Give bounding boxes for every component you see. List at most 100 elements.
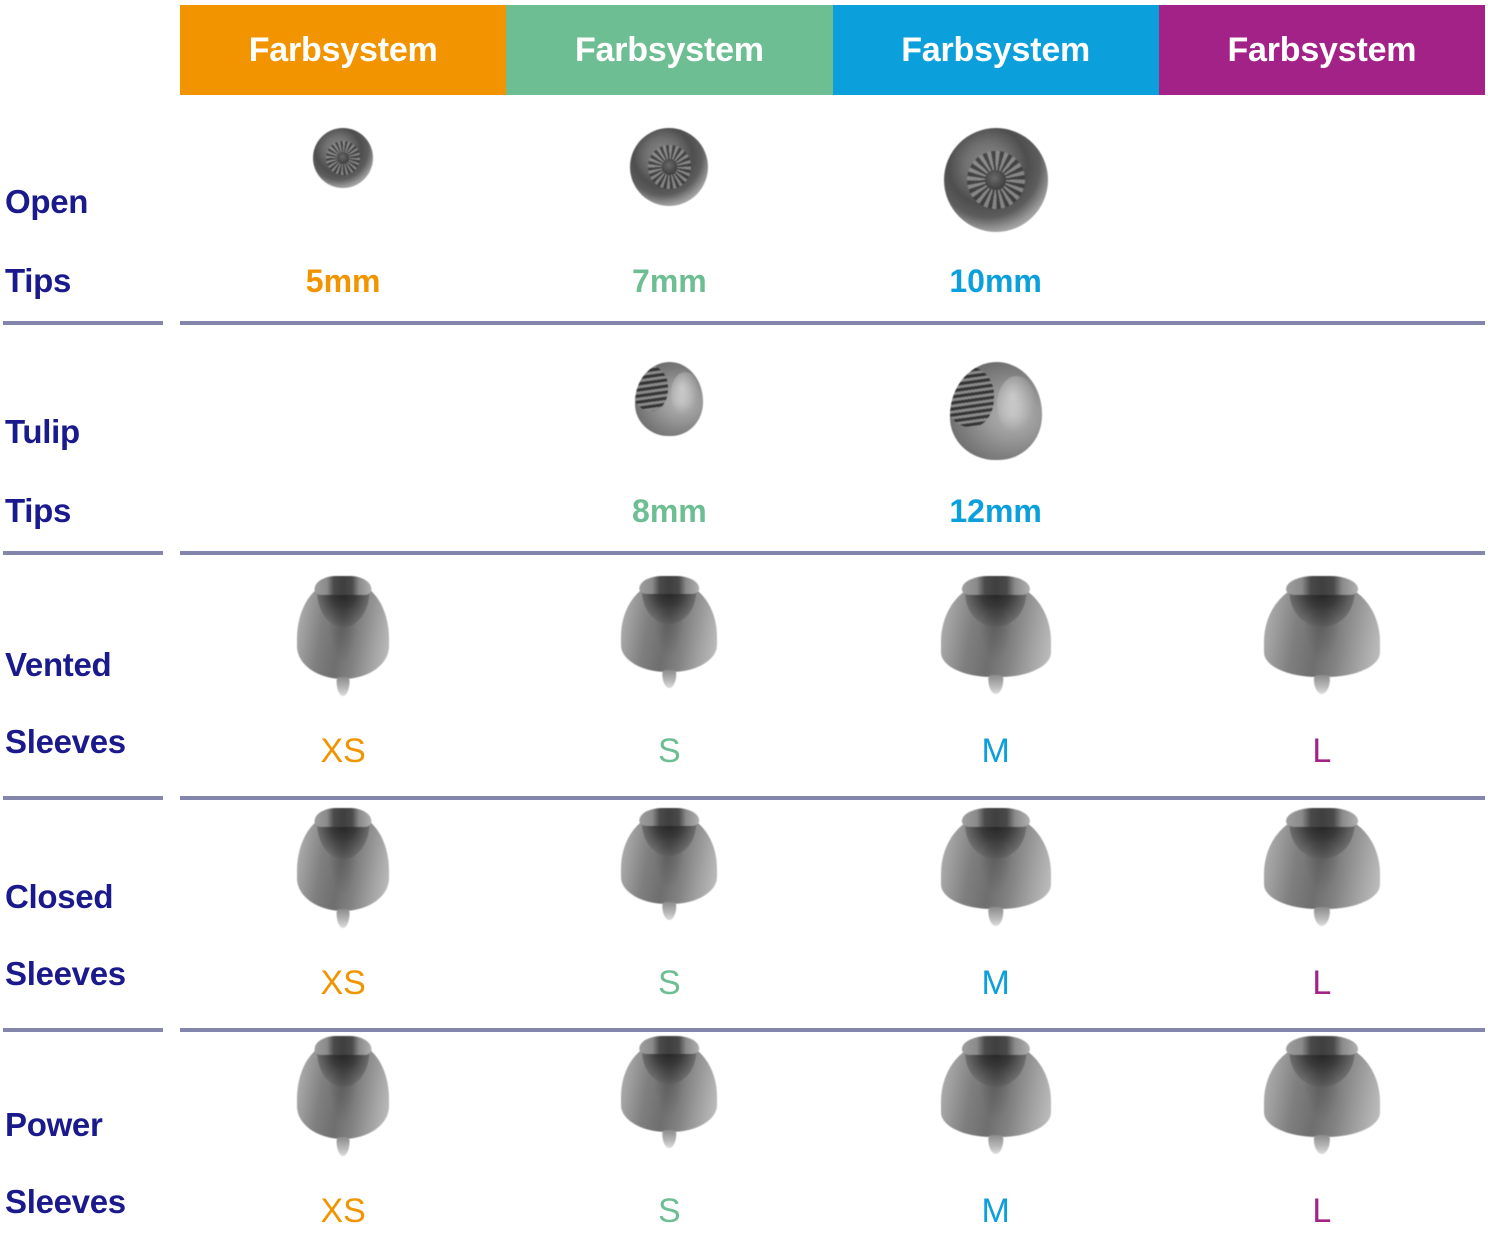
sleeve-photo: [621, 1036, 718, 1148]
sleeve-collar: [639, 576, 700, 594]
sleeve-bell: [621, 814, 718, 905]
sleeve-stalk: [1313, 675, 1330, 694]
cell-product-image: [297, 808, 390, 928]
cell-size-label: S: [658, 1192, 681, 1230]
cell-size-label: 7mm: [632, 263, 707, 299]
cell-size-label: M: [981, 732, 1010, 770]
cell-closed-sleeves-col2[interactable]: S: [506, 800, 832, 1032]
cell-product-image: [940, 1036, 1051, 1154]
sleeve-collar: [639, 808, 700, 826]
sleeve-bell: [1263, 1043, 1380, 1138]
row-body: Open Tips 5mm 7mm 10mm: [0, 110, 1488, 325]
sleeve-photo: [297, 1036, 390, 1156]
cell-size-label: 5mm: [305, 263, 381, 299]
open-tip-photo: [313, 128, 374, 188]
cell-power-sleeves-col3[interactable]: M: [833, 1028, 1159, 1233]
cell-power-sleeves-col2[interactable]: S: [506, 1028, 832, 1233]
sleeve-photo: [1263, 576, 1380, 694]
sleeve-stalk: [1313, 1135, 1330, 1154]
cell-product-image: [1263, 808, 1380, 926]
row-label-power-sleeves: Power Sleeves: [5, 1028, 175, 1233]
cell-tulip-tips-col1[interactable]: [180, 340, 506, 555]
cell-tulip-tips-col3[interactable]: 12mm: [833, 340, 1159, 555]
row-label-tulip-tips: Tulip Tips: [5, 340, 175, 555]
row-body: Power Sleeves XS S M L: [0, 1028, 1488, 1233]
sleeve-collar: [314, 1036, 372, 1056]
row-divider-right: [180, 1028, 1485, 1032]
header-cell-orange: Farbsystem: [180, 5, 507, 95]
row-body: Vented Sleeves XS S M L: [0, 568, 1488, 800]
cell-closed-sleeves-col4[interactable]: L: [1159, 800, 1485, 1032]
cell-tulip-tips-col4[interactable]: [1159, 340, 1485, 555]
row-cells: XS S M L: [180, 568, 1485, 800]
sleeve-photo: [297, 576, 390, 696]
row-cells: XS S M L: [180, 800, 1485, 1032]
row-divider-left: [3, 796, 163, 800]
sleeve-stalk: [1313, 907, 1330, 926]
sleeve-photo: [940, 576, 1051, 694]
row-label-line2: Sleeves: [5, 1183, 126, 1221]
cell-product-image: [940, 576, 1051, 694]
row-label-line1: Power: [5, 1106, 103, 1143]
cell-product-image: [313, 128, 374, 188]
sleeve-stalk: [662, 1130, 677, 1148]
cell-product-image: [635, 362, 704, 436]
cell-vented-sleeves-col4[interactable]: L: [1159, 568, 1485, 800]
cell-power-sleeves-col1[interactable]: XS: [180, 1028, 506, 1233]
header-cell-blue: Farbsystem: [832, 5, 1159, 95]
cell-size-label: L: [1312, 1192, 1332, 1230]
cell-size-label: M: [981, 964, 1010, 1002]
row-divider-left: [3, 551, 163, 555]
sleeve-collar: [1285, 576, 1358, 595]
cell-open-tips-col3[interactable]: 10mm: [833, 110, 1159, 325]
cell-size-label: M: [981, 1192, 1010, 1230]
cell-size-label: S: [658, 732, 681, 770]
cell-vented-sleeves-col3[interactable]: M: [833, 568, 1159, 800]
sleeve-stalk: [336, 908, 350, 928]
sleeve-bell: [1263, 583, 1380, 678]
cell-closed-sleeves-col3[interactable]: M: [833, 800, 1159, 1032]
row-divider-right: [180, 796, 1485, 800]
open-tip-photo: [943, 128, 1048, 232]
row-divider-right: [180, 551, 1485, 555]
sleeve-photo: [1263, 808, 1380, 926]
cell-tulip-tips-col2[interactable]: 8mm: [506, 340, 832, 555]
sleeve-collar: [1285, 1036, 1358, 1055]
cell-product-image: [621, 576, 718, 688]
header-cell-label: Farbsystem: [1227, 31, 1417, 69]
cell-product-image: [630, 128, 709, 206]
cell-closed-sleeves-col1[interactable]: XS: [180, 800, 506, 1032]
cell-product-image: [297, 576, 390, 696]
sleeve-bell: [621, 1042, 718, 1133]
cell-size-label: L: [1312, 964, 1332, 1002]
sleeve-collar: [961, 1036, 1030, 1055]
row-label-line1: Open: [5, 183, 89, 220]
row-label-line2: Tips: [5, 492, 72, 530]
sleeve-stalk: [662, 670, 677, 688]
row-cells: XS S M L: [180, 1028, 1485, 1233]
sleeve-collar: [961, 808, 1030, 827]
cell-size-label: S: [658, 964, 681, 1002]
sleeve-stalk: [336, 676, 350, 696]
cell-vented-sleeves-col2[interactable]: S: [506, 568, 832, 800]
cell-product-image: [621, 808, 718, 920]
cell-size-label: L: [1312, 732, 1332, 770]
sleeve-bell: [940, 1043, 1051, 1138]
cell-vented-sleeves-col1[interactable]: XS: [180, 568, 506, 800]
sleeve-collar: [961, 576, 1030, 595]
row-tulip-tips: Tulip Tips 8mm 12mm: [0, 340, 1488, 555]
cell-open-tips-col4[interactable]: [1159, 110, 1485, 325]
header-cell-label: Farbsystem: [574, 31, 764, 69]
cell-size-label: XS: [320, 1192, 366, 1230]
row-cells: 5mm 7mm 10mm: [180, 110, 1485, 325]
cell-power-sleeves-col4[interactable]: L: [1159, 1028, 1485, 1233]
tulip-tip-photo: [635, 362, 704, 436]
row-label-line2: Sleeves: [5, 955, 126, 993]
cell-open-tips-col1[interactable]: 5mm: [180, 110, 506, 325]
cell-product-image: [621, 1036, 718, 1148]
cell-open-tips-col2[interactable]: 7mm: [506, 110, 832, 325]
sleeve-stalk: [662, 902, 677, 920]
cell-size-label: 12mm: [949, 493, 1042, 529]
row-body: Tulip Tips 8mm 12mm: [0, 340, 1488, 555]
sleeve-bell: [940, 815, 1051, 910]
